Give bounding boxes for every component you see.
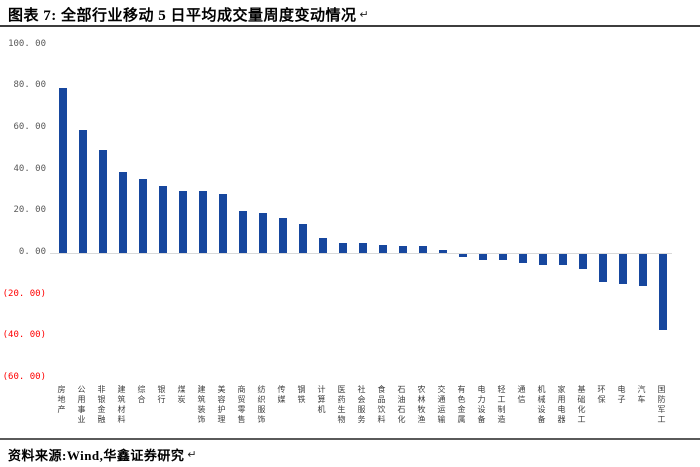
x-axis-label: 机械设备 (537, 385, 546, 425)
page-title: 图表 7: 全部行业移动 5 日平均成交量周度变动情况 ↵ (8, 4, 369, 25)
x-axis-label: 电力设备 (477, 385, 486, 425)
x-axis-label: 家用电器 (557, 385, 566, 425)
footer-divider-line (0, 438, 700, 440)
y-axis-label: 100. 00 (8, 38, 46, 49)
source-note-text: 资料来源:Wind,华鑫证券研究 (8, 448, 185, 463)
bar (339, 242, 347, 253)
x-axis-label: 煤炭 (177, 385, 186, 405)
bar (559, 254, 567, 266)
bar (279, 217, 287, 253)
bar (439, 249, 447, 253)
bar (79, 130, 87, 253)
x-axis-label: 银行 (157, 385, 166, 405)
x-axis-label: 轻工制造 (497, 385, 506, 425)
x-axis-label: 美容护理 (217, 385, 226, 425)
y-axis-label: (60. 00) (2, 371, 46, 382)
x-axis-label: 有色金属 (457, 385, 466, 425)
bar (259, 213, 267, 253)
bar (359, 243, 367, 253)
y-axis-label: (40. 00) (2, 330, 46, 341)
bar (639, 254, 647, 287)
x-axis-label: 非银金融 (97, 385, 106, 425)
y-axis-label: (20. 00) (2, 288, 46, 299)
bar (419, 245, 427, 253)
x-axis-label: 传媒 (277, 385, 286, 405)
chart-title-text: 图表 7: 全部行业移动 5 日平均成交量周度变动情况 (8, 8, 357, 24)
x-axis-label: 通信 (517, 385, 526, 405)
x-axis-label: 建筑装饰 (197, 385, 206, 425)
bar (499, 254, 507, 260)
bar (59, 88, 67, 253)
x-axis-label: 汽车 (637, 385, 646, 405)
y-axis-label: 80. 00 (13, 80, 46, 91)
bar (519, 254, 527, 264)
x-axis-label: 计算机 (317, 385, 326, 415)
bar (479, 254, 487, 260)
x-axis-label: 钢铁 (297, 385, 306, 405)
bar (299, 223, 307, 253)
title-divider-line (0, 25, 700, 27)
y-axis-label: 40. 00 (13, 163, 46, 174)
x-axis-label: 环保 (597, 385, 606, 405)
x-axis-label: 社会服务 (357, 385, 366, 425)
y-axis-label: 60. 00 (13, 122, 46, 132)
zero-axis-line (50, 253, 672, 254)
bar (539, 254, 547, 266)
bar (239, 210, 247, 253)
bar (219, 194, 227, 253)
bar (159, 186, 167, 253)
bar (619, 254, 627, 285)
bar (199, 191, 207, 253)
x-axis-label: 石油石化 (397, 385, 406, 425)
x-axis-label: 农林牧渔 (417, 385, 426, 425)
x-axis-label: 国防军工 (657, 385, 666, 425)
paragraph-return-icon: ↵ (187, 449, 198, 461)
x-axis-label: 医药生物 (337, 385, 346, 425)
bar (319, 238, 327, 253)
bar (599, 254, 607, 282)
x-axis-label: 纺织服饰 (257, 385, 266, 425)
y-axis-label: 0. 00 (18, 247, 46, 257)
bar (179, 190, 187, 253)
bar (139, 179, 147, 253)
x-axis-label: 食品饮料 (377, 385, 386, 425)
x-axis-label: 基础化工 (577, 385, 586, 425)
bar (579, 254, 587, 269)
x-axis-label: 交通运输 (437, 385, 446, 425)
y-axis-label: 20. 00 (13, 205, 46, 216)
x-axis-label: 房地产 (57, 385, 66, 415)
bar (399, 245, 407, 253)
bar (379, 244, 387, 253)
paragraph-return-icon: ↵ (359, 9, 370, 21)
source-note: 资料来源:Wind,华鑫证券研究 ↵ (8, 445, 197, 464)
bar (659, 254, 667, 331)
x-axis-label: 综合 (137, 385, 146, 405)
bar (99, 149, 107, 253)
bar (459, 254, 467, 257)
bar (119, 171, 127, 253)
x-axis-label: 公用事业 (77, 385, 86, 425)
x-axis-label: 建筑材料 (117, 385, 126, 425)
x-axis-label: 电子 (617, 385, 626, 405)
x-axis-label: 商贸零售 (237, 385, 246, 425)
